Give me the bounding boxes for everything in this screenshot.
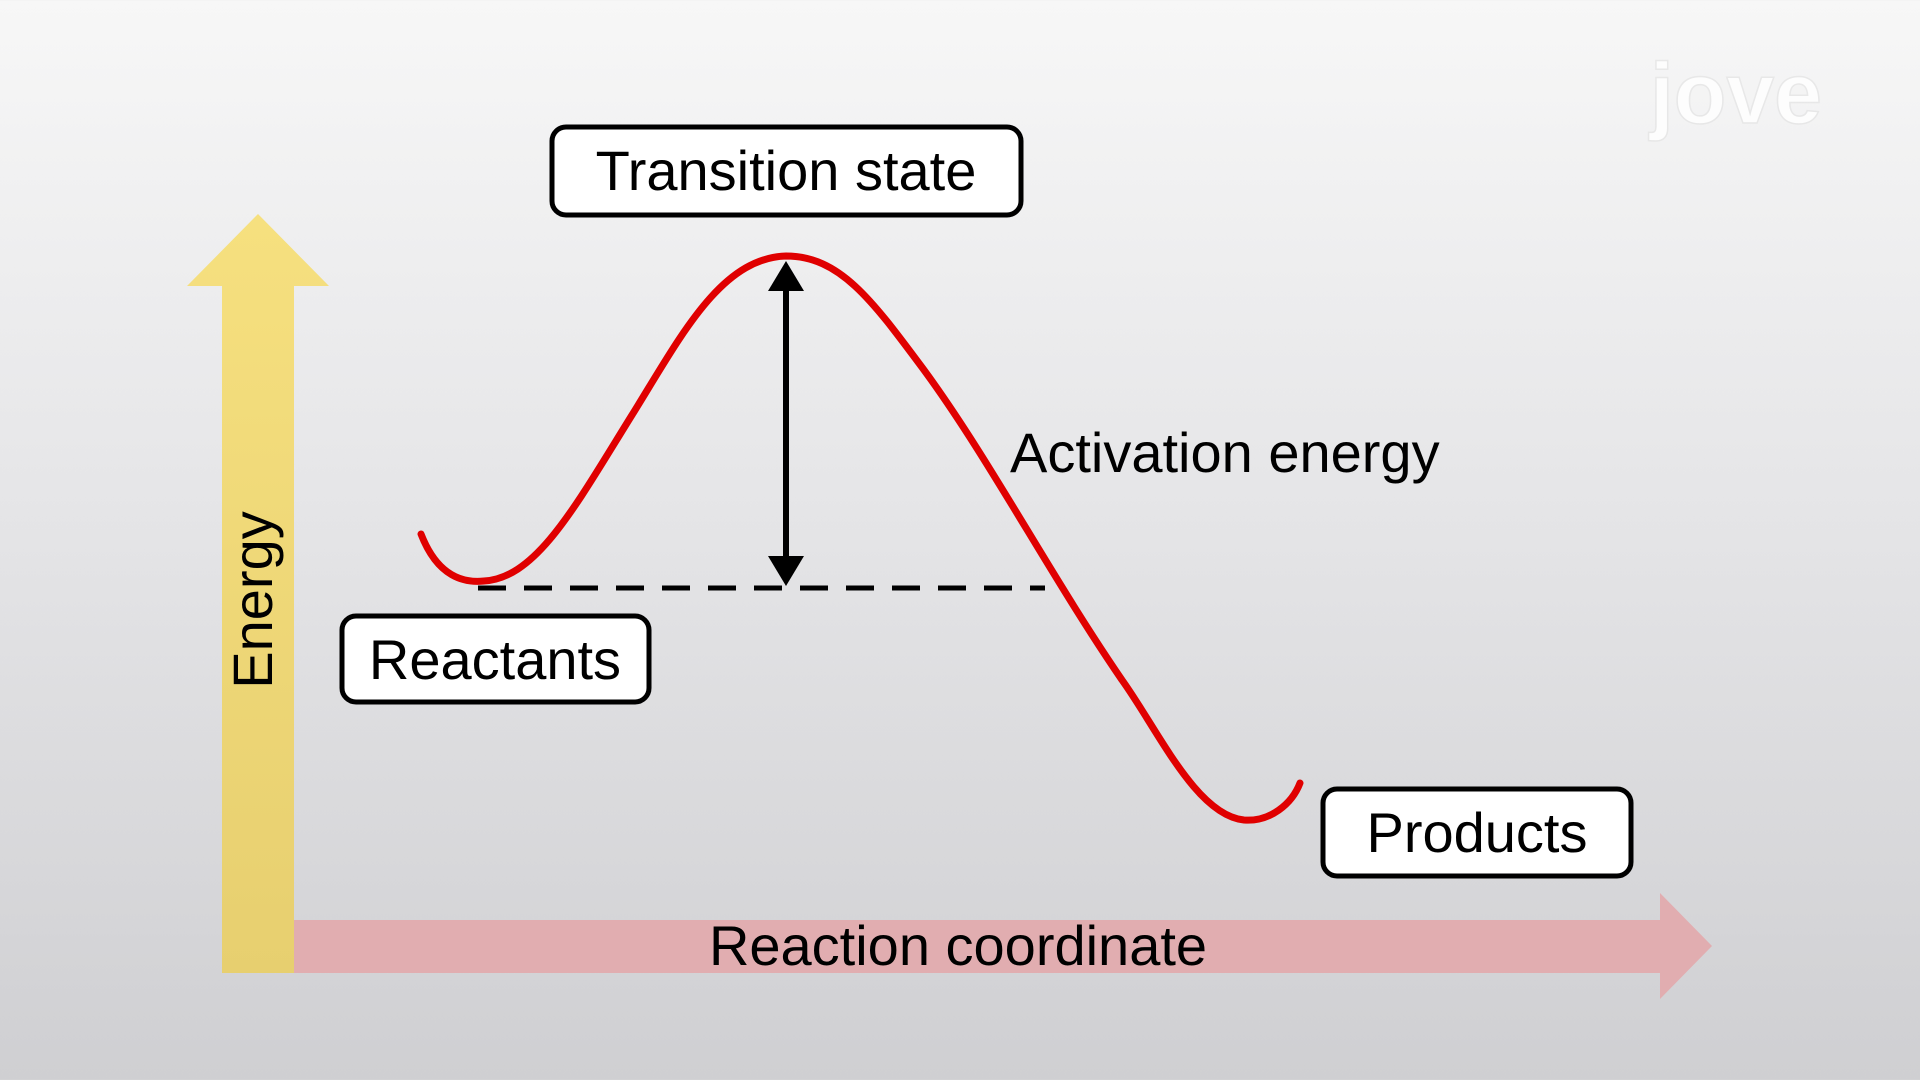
- arrow-head-down-icon: [768, 556, 804, 586]
- activation-energy-label: Activation energy: [1010, 421, 1440, 484]
- jove-logo: jove: [1647, 45, 1823, 143]
- y-axis-arrow: [187, 214, 329, 973]
- reaction-energy-curve: [417, 252, 1304, 824]
- reactants-label: Reactants: [339, 613, 652, 705]
- products-label: Products: [1320, 786, 1634, 879]
- x-axis-label: Reaction coordinate: [709, 914, 1207, 977]
- y-axis-label: Energy: [221, 511, 284, 688]
- transition-state-label: Transition state: [549, 124, 1024, 218]
- reaction-coordinate-axis: Reaction coordinate: [292, 893, 1712, 999]
- energy-axis: Energy: [187, 214, 329, 973]
- activation-energy-arrow: [768, 261, 804, 586]
- jove-watermark: jove: [1648, 46, 1822, 142]
- x-axis-arrow: [292, 893, 1712, 999]
- products-text: Products: [1367, 801, 1588, 864]
- arrow-head-up-icon: [768, 261, 804, 291]
- transition-state-text: Transition state: [596, 139, 977, 202]
- reactants-text: Reactants: [369, 628, 621, 691]
